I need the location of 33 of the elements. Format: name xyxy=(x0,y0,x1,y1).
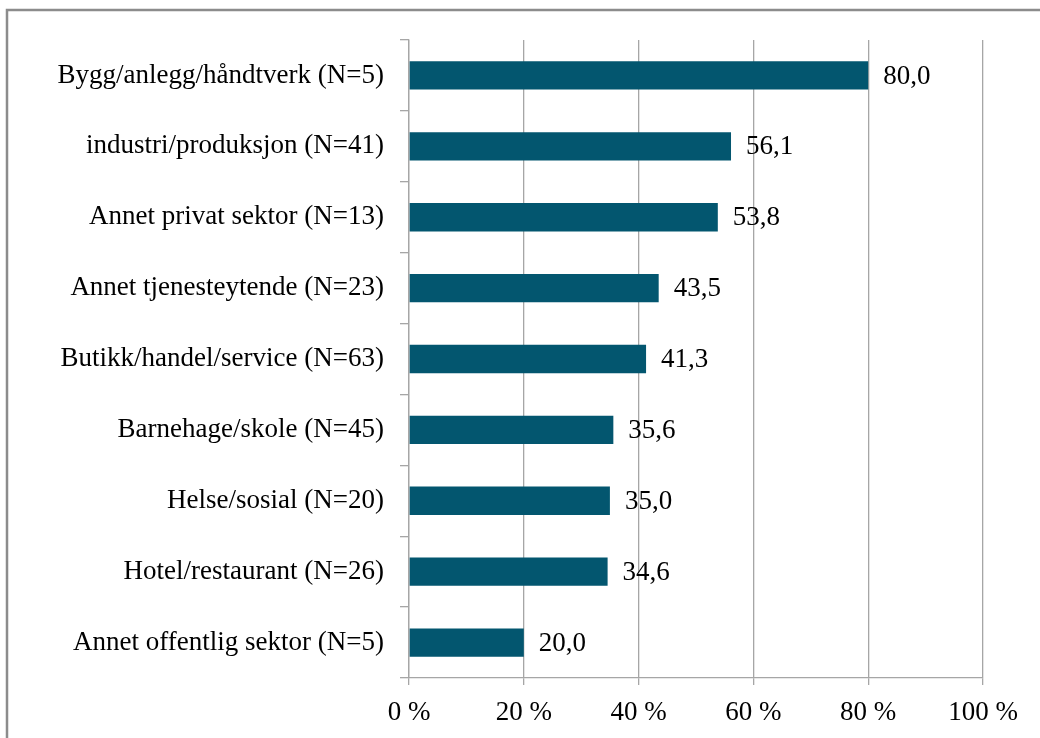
bar xyxy=(409,273,659,303)
y-tick-label: Annet privat sektor (N=13) xyxy=(89,200,384,231)
x-tick-label: 100 % xyxy=(948,696,1018,727)
y-tick-label: Butikk/handel/service (N=63) xyxy=(60,342,384,373)
y-tick-label: industri/produksjon (N=41) xyxy=(86,129,384,160)
data-label: 41,3 xyxy=(661,343,709,374)
data-label: 35,0 xyxy=(624,484,673,515)
bar xyxy=(409,628,524,657)
bar xyxy=(409,415,614,445)
y-tick-label: Annet offentlig sektor (N=5) xyxy=(73,625,384,656)
data-label: 56,1 xyxy=(746,130,794,161)
bar xyxy=(409,557,608,586)
y-tick-label: Barnehage/skole (N=45) xyxy=(117,412,384,443)
y-tick-label: Bygg/anlegg/håndtverk (N=5) xyxy=(57,58,384,89)
y-tick-label: Annet tjenesteytende (N=23) xyxy=(70,271,384,302)
data-label: 34,6 xyxy=(622,555,670,586)
data-label: 80,0 xyxy=(883,59,931,90)
x-tick-label: 40 % xyxy=(610,696,667,727)
bar xyxy=(409,203,718,232)
data-label: 35,6 xyxy=(628,413,676,444)
data-label: 43,5 xyxy=(673,272,721,303)
bar xyxy=(409,61,869,90)
bar xyxy=(409,486,610,515)
x-tick-label: 0 % xyxy=(387,696,431,727)
bar xyxy=(409,132,732,161)
data-label: 20,0 xyxy=(538,626,587,657)
y-tick-label: Helse/sosial (N=20) xyxy=(167,483,384,514)
x-tick-label: 60 % xyxy=(725,696,782,727)
y-tick-label: Hotel/restaurant (N=26) xyxy=(123,554,384,585)
x-tick-label: 20 % xyxy=(495,696,552,727)
x-tick-label: 80 % xyxy=(840,696,897,727)
data-label: 53,8 xyxy=(732,201,781,232)
bar xyxy=(409,344,647,374)
